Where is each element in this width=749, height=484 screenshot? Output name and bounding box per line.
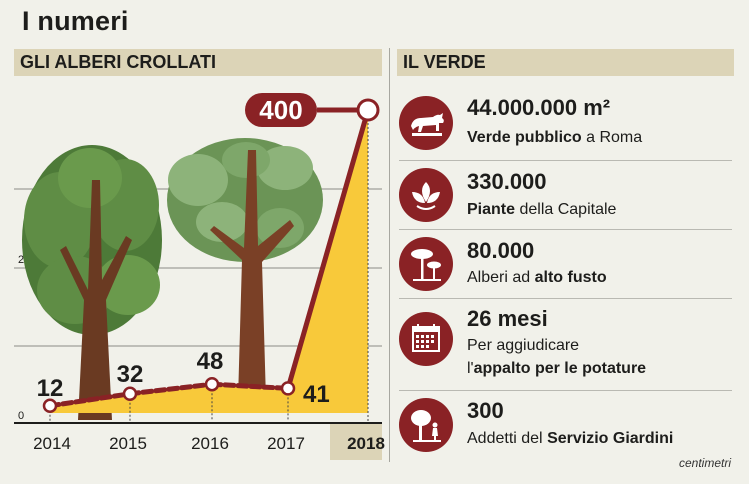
- series-line-segment: [209, 381, 291, 391]
- badge-background: [245, 93, 317, 127]
- data-point: [204, 376, 220, 392]
- pine-tree-illustration: [167, 138, 323, 400]
- chart-section-heading: GLI ALBERI CROLLATI: [14, 49, 382, 76]
- stat-value: 300: [467, 398, 504, 423]
- chart-line: [47, 107, 371, 409]
- value-label: 48: [197, 348, 224, 375]
- stat-description: Addetti del Servizio Giardini: [467, 430, 674, 447]
- value-label: 400: [259, 95, 302, 125]
- she-wolf-icon: [399, 96, 453, 150]
- series-line-segment: [127, 381, 215, 397]
- stat-description-line2: l'appalto per le potature: [467, 360, 647, 377]
- gardener-icon: [399, 398, 453, 452]
- source-credit: centimetri: [678, 456, 731, 470]
- stat-value: 330.000: [467, 169, 547, 194]
- highlight-value-badge: 400: [245, 93, 358, 127]
- x-tick-label: 2016: [191, 434, 229, 453]
- series-line-segment: [47, 391, 133, 409]
- leaf-plant-icon: [399, 168, 453, 222]
- stat-value: 80.000: [467, 238, 535, 263]
- stat-description: Verde pubblico a Roma: [467, 129, 643, 146]
- stats-section-heading: IL VERDE: [397, 49, 734, 76]
- stat-value: 26 mesi: [467, 306, 548, 331]
- chart-x-axis: 2014 2015 2016 2017 2018: [14, 422, 385, 460]
- stat-row-addetti: 300 Addetti del Servizio Giardini: [399, 394, 732, 456]
- x-tick-label: 2018: [347, 434, 385, 453]
- value-label: 12: [37, 375, 64, 402]
- data-point: [280, 381, 296, 396]
- value-label: 32: [117, 361, 144, 388]
- x-axis-highlight: [330, 424, 382, 460]
- data-point: [42, 398, 58, 414]
- panel-divider: [389, 48, 390, 462]
- chart-markers: [42, 98, 380, 414]
- pine-trees-icon: [399, 237, 453, 291]
- x-tick-label: 2014: [33, 434, 71, 453]
- x-tick-label: 2017: [267, 434, 305, 453]
- stat-row-alberi: 80.000 Alberi ad alto fusto: [399, 233, 732, 299]
- stat-description: Alberi ad alto fusto: [467, 269, 607, 286]
- data-point: [122, 386, 138, 402]
- chart-value-labels: 12 32 48 41 400: [37, 93, 358, 408]
- stat-separator: [399, 298, 732, 299]
- area-fill: [50, 110, 368, 413]
- stat-value: 44.000.000 m²: [467, 95, 611, 120]
- y-tick-label: 0: [18, 410, 24, 422]
- stat-separator: [399, 390, 732, 391]
- oak-tree-illustration: [22, 145, 162, 420]
- stat-separator: [399, 160, 732, 161]
- series-line-segment: [285, 107, 371, 391]
- data-point: [356, 98, 380, 122]
- value-label: 41: [303, 381, 330, 408]
- trees-fallen-chart: 0 2 12 32 48 41 400 2014 2015 2016 2017 2018: [14, 93, 385, 460]
- stat-separator: [399, 229, 732, 230]
- stat-description: Piante della Capitale: [467, 201, 617, 218]
- calendar-icon: [399, 312, 453, 366]
- stat-row-appalto: 26 mesi Per aggiudicare l'appalto per le…: [399, 302, 732, 386]
- x-tick-label: 2015: [109, 434, 147, 453]
- y-tick-label: 2: [18, 254, 24, 266]
- chart-area: [50, 110, 368, 413]
- page-title: I numeri: [22, 6, 129, 36]
- stat-description-line1: Per aggiudicare: [467, 337, 580, 354]
- stat-row-verde: 44.000.000 m² Verde pubblico a Roma: [399, 92, 732, 158]
- stat-row-piante: 330.000 Piante della Capitale: [399, 164, 732, 230]
